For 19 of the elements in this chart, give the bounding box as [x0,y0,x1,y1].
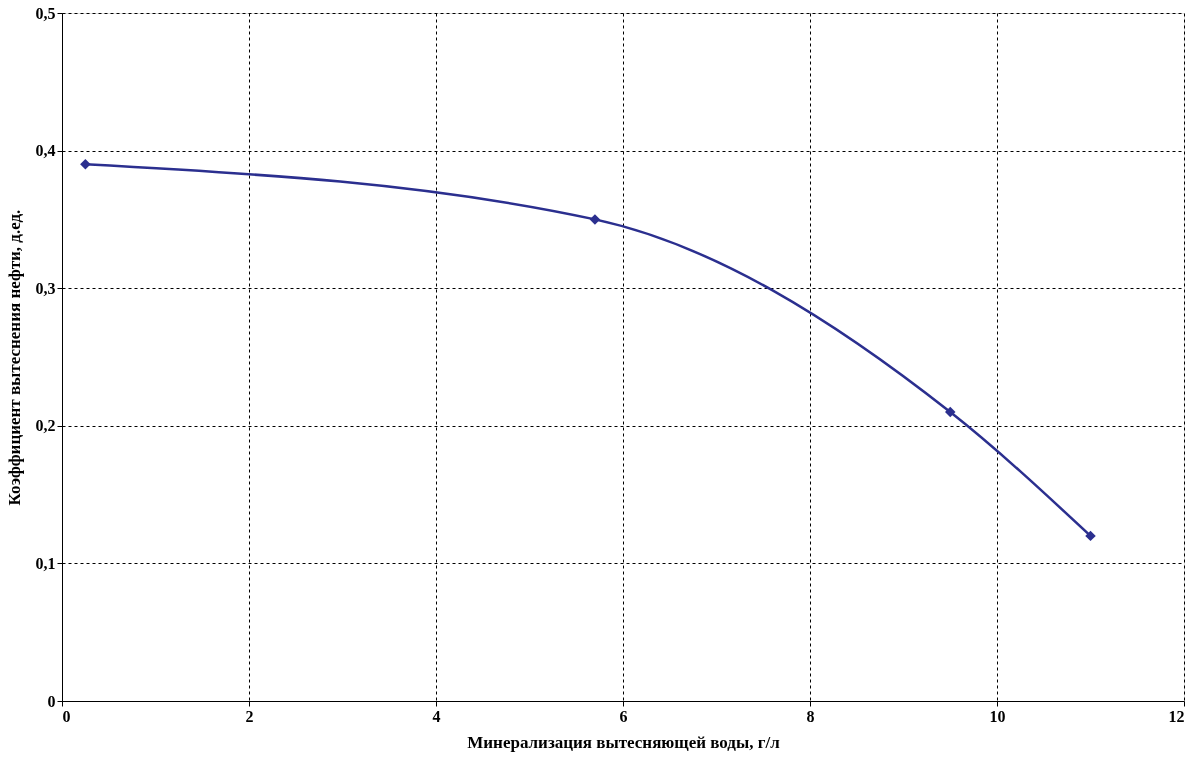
x-tick-label: 8 [806,707,815,725]
y-tick-label: 0,3 [35,279,56,297]
y-tick-label: 0 [47,692,56,710]
y-tick-label: 0,5 [35,4,56,22]
x-tick-label: 2 [245,707,254,725]
y-axis-title: Коэффициент вытеснения нефти, д.ед. [4,209,24,506]
y-tick-label: 0,1 [35,554,56,572]
point [1085,530,1096,542]
y-tick-label: 0,2 [35,417,56,435]
x-tick-label: 0 [62,707,71,725]
point [945,406,956,418]
x-tick-label: 12 [1168,707,1185,725]
x-axis-title: Минерализация вытесняющей воды, г/л [467,732,781,752]
point [80,159,91,170]
x-tick-label: 10 [989,707,1006,725]
x-tick-label: 4 [432,707,441,725]
y-tick-label: 0,4 [35,142,56,160]
point [589,214,601,225]
x-tick-label: 6 [619,707,628,725]
